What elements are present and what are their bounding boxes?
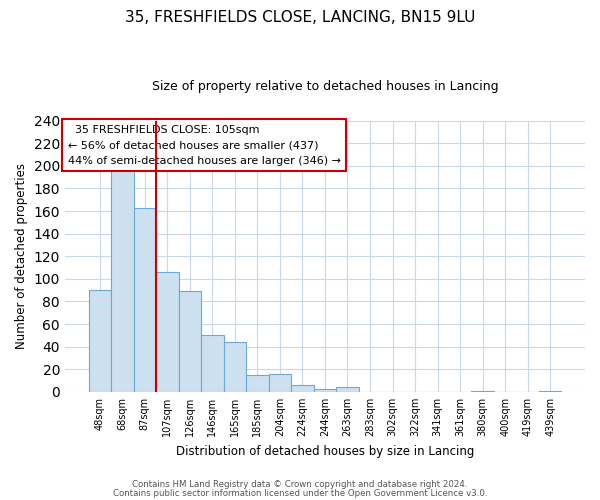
Bar — [201, 336, 224, 392]
Bar — [291, 385, 314, 392]
Text: Contains public sector information licensed under the Open Government Licence v3: Contains public sector information licen… — [113, 488, 487, 498]
Text: 35 FRESHFIELDS CLOSE: 105sqm  
← 56% of detached houses are smaller (437)
44% of: 35 FRESHFIELDS CLOSE: 105sqm ← 56% of de… — [68, 124, 341, 166]
Bar — [472, 391, 494, 392]
Bar — [134, 208, 156, 392]
Title: Size of property relative to detached houses in Lancing: Size of property relative to detached ho… — [152, 80, 498, 93]
Text: Contains HM Land Registry data © Crown copyright and database right 2024.: Contains HM Land Registry data © Crown c… — [132, 480, 468, 489]
Bar — [179, 292, 201, 392]
Bar — [314, 388, 336, 392]
Bar — [246, 375, 269, 392]
X-axis label: Distribution of detached houses by size in Lancing: Distribution of detached houses by size … — [176, 444, 474, 458]
Bar — [156, 272, 179, 392]
Bar — [224, 342, 246, 392]
Bar — [111, 166, 134, 392]
Bar — [336, 388, 359, 392]
Bar — [539, 391, 562, 392]
Text: 35, FRESHFIELDS CLOSE, LANCING, BN15 9LU: 35, FRESHFIELDS CLOSE, LANCING, BN15 9LU — [125, 10, 475, 25]
Bar — [269, 374, 291, 392]
Bar — [89, 290, 111, 392]
Y-axis label: Number of detached properties: Number of detached properties — [15, 163, 28, 349]
